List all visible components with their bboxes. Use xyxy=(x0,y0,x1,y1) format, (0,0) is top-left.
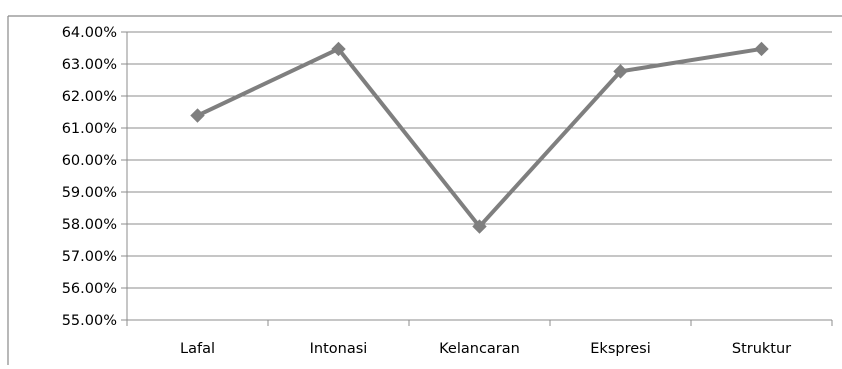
x-tick-label: Kelancaran xyxy=(439,341,520,357)
x-tick-label: Intonasi xyxy=(310,341,368,357)
series-line xyxy=(196,46,762,229)
x-tick-label: Lafal xyxy=(180,341,215,357)
series-layer xyxy=(190,41,769,234)
y-tick-labels: 55.00% 56.00% 57.00% 58.00% 59.00% 60.00% 61.0… xyxy=(62,25,117,329)
y-tick-label: 56.00% xyxy=(62,281,117,297)
y-tick-label: 61.00% xyxy=(62,121,117,137)
axes xyxy=(121,31,833,326)
y-tick-label: 57.00% xyxy=(62,249,117,265)
data-point-marker xyxy=(613,64,628,79)
y-tick-label: 63.00% xyxy=(62,57,117,73)
chart-border xyxy=(7,15,842,365)
x-tick-label: Ekspresi xyxy=(590,341,650,357)
data-point-marker xyxy=(754,41,769,57)
x-tick-label: Struktur xyxy=(732,341,791,357)
y-tick-label: 60.00% xyxy=(62,153,117,169)
gridlines xyxy=(127,31,832,289)
data-point-marker xyxy=(472,219,487,234)
y-tick-label: 64.00% xyxy=(62,25,117,41)
x-tick-labels: Lafal Intonasi Kelancaran Ekspresi Struktur xyxy=(180,341,791,357)
y-tick-label: 62.00% xyxy=(62,89,117,105)
data-point-marker xyxy=(190,108,205,123)
y-tick-label: 59.00% xyxy=(62,185,117,201)
y-tick-label: 58.00% xyxy=(62,217,117,233)
y-tick-label: 55.00% xyxy=(62,313,117,329)
data-point-marker xyxy=(331,41,346,57)
